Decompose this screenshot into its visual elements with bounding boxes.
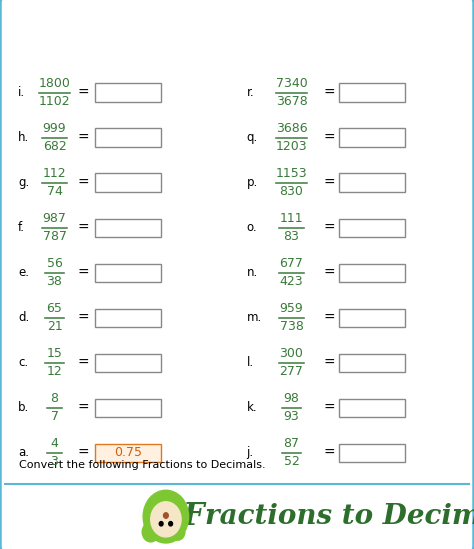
Text: 56: 56	[46, 257, 63, 270]
Text: 830: 830	[280, 186, 303, 198]
Text: f.: f.	[18, 221, 25, 234]
Text: =: =	[77, 401, 89, 415]
Text: 987: 987	[43, 212, 66, 225]
Text: 300: 300	[280, 348, 303, 360]
Text: Convert the following Fractions to Decimals.: Convert the following Fractions to Decim…	[19, 460, 265, 470]
Text: h.: h.	[18, 131, 29, 144]
Text: =: =	[77, 176, 89, 190]
Text: =: =	[324, 356, 335, 370]
Text: 98: 98	[283, 393, 300, 405]
Text: =: =	[324, 86, 335, 100]
Text: =: =	[324, 446, 335, 460]
FancyBboxPatch shape	[339, 264, 405, 282]
Text: 112: 112	[43, 167, 66, 180]
Text: =: =	[324, 401, 335, 415]
Text: n.: n.	[246, 266, 258, 279]
Text: 38: 38	[46, 276, 63, 288]
Circle shape	[142, 522, 159, 542]
Text: =: =	[77, 446, 89, 460]
Circle shape	[171, 524, 185, 540]
FancyBboxPatch shape	[339, 83, 405, 102]
Text: 999: 999	[43, 122, 66, 135]
Text: b.: b.	[18, 401, 29, 414]
Text: m.: m.	[246, 311, 262, 324]
Text: 74: 74	[46, 186, 63, 198]
Text: j.: j.	[246, 446, 254, 460]
Text: =: =	[324, 176, 335, 190]
Text: o.: o.	[246, 221, 257, 234]
Text: p.: p.	[246, 176, 258, 189]
FancyBboxPatch shape	[339, 128, 405, 147]
Text: l.: l.	[246, 356, 254, 369]
Text: 87: 87	[283, 438, 300, 450]
Text: e.: e.	[18, 266, 29, 279]
Text: 277: 277	[280, 366, 303, 378]
Text: i.: i.	[18, 86, 25, 99]
FancyBboxPatch shape	[95, 444, 161, 462]
Text: 8: 8	[51, 393, 58, 405]
Text: 1203: 1203	[276, 141, 307, 153]
Text: =: =	[77, 86, 89, 100]
Text: 682: 682	[43, 141, 66, 153]
Text: =: =	[77, 131, 89, 145]
Text: 1153: 1153	[276, 167, 307, 180]
Text: =: =	[324, 221, 335, 235]
Text: 3686: 3686	[276, 122, 307, 135]
Text: 15: 15	[46, 348, 63, 360]
FancyBboxPatch shape	[95, 83, 161, 102]
Text: 1102: 1102	[39, 96, 70, 108]
Text: 52: 52	[283, 456, 300, 468]
Circle shape	[143, 490, 189, 543]
Text: 3678: 3678	[276, 96, 307, 108]
Text: 4: 4	[51, 438, 58, 450]
Text: =: =	[324, 311, 335, 325]
Text: a.: a.	[18, 446, 29, 460]
FancyBboxPatch shape	[95, 219, 161, 237]
Text: 83: 83	[283, 231, 300, 243]
Text: 0.75: 0.75	[114, 446, 142, 460]
Text: r.: r.	[246, 86, 254, 99]
Text: d.: d.	[18, 311, 29, 324]
Text: 738: 738	[280, 321, 303, 333]
FancyBboxPatch shape	[339, 173, 405, 192]
Text: 21: 21	[46, 321, 63, 333]
Circle shape	[159, 522, 163, 526]
Text: k.: k.	[246, 401, 257, 414]
Text: 677: 677	[280, 257, 303, 270]
Text: =: =	[324, 131, 335, 145]
Text: c.: c.	[18, 356, 28, 369]
FancyBboxPatch shape	[339, 219, 405, 237]
FancyBboxPatch shape	[339, 399, 405, 417]
FancyBboxPatch shape	[339, 444, 405, 462]
Text: 111: 111	[280, 212, 303, 225]
Text: =: =	[77, 266, 89, 280]
Text: 3: 3	[51, 456, 58, 468]
FancyBboxPatch shape	[339, 354, 405, 372]
Text: 7340: 7340	[276, 77, 307, 90]
Circle shape	[151, 502, 181, 537]
FancyBboxPatch shape	[95, 354, 161, 372]
Text: 787: 787	[43, 231, 66, 243]
Text: 1800: 1800	[38, 77, 71, 90]
Text: 959: 959	[280, 302, 303, 315]
FancyBboxPatch shape	[95, 309, 161, 327]
FancyBboxPatch shape	[95, 173, 161, 192]
Text: 93: 93	[283, 411, 300, 423]
Text: =: =	[77, 356, 89, 370]
Text: =: =	[77, 221, 89, 235]
Text: =: =	[77, 311, 89, 325]
FancyBboxPatch shape	[339, 309, 405, 327]
Text: F: F	[182, 501, 204, 532]
Text: =: =	[324, 266, 335, 280]
Text: 65: 65	[46, 302, 63, 315]
Text: g.: g.	[18, 176, 29, 189]
FancyBboxPatch shape	[95, 399, 161, 417]
Text: 423: 423	[280, 276, 303, 288]
Text: ractions to Decimals: ractions to Decimals	[205, 503, 474, 530]
Text: 12: 12	[46, 366, 63, 378]
Text: 7: 7	[51, 411, 58, 423]
Text: q.: q.	[246, 131, 258, 144]
Circle shape	[164, 513, 168, 518]
FancyBboxPatch shape	[95, 128, 161, 147]
